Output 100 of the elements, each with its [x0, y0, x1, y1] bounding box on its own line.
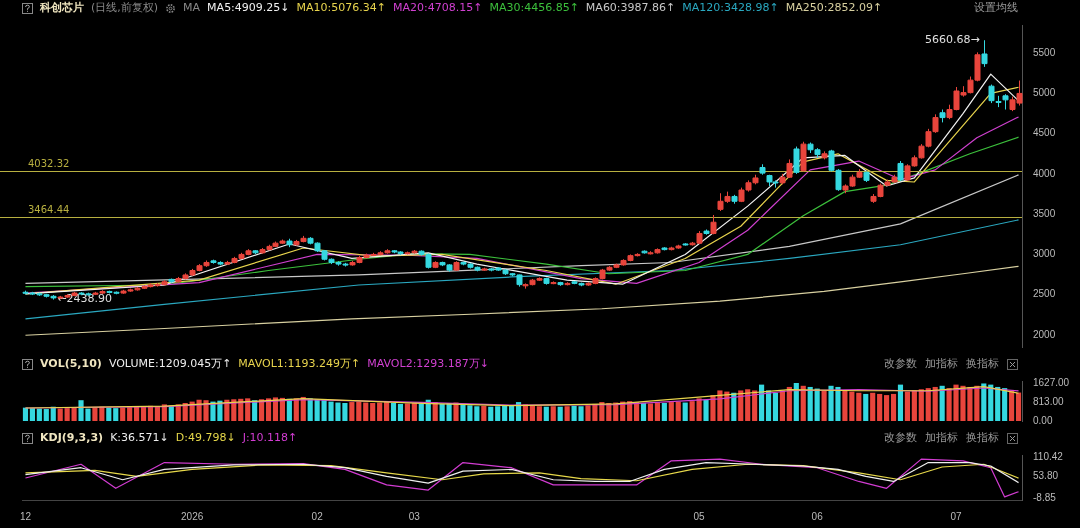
bar: [800, 385, 806, 421]
y-tick-label: -8.85: [1033, 491, 1057, 503]
bar: [509, 405, 515, 421]
bar: [113, 408, 119, 421]
bar: [911, 390, 917, 421]
candlestick: [550, 280, 557, 285]
bar: [127, 407, 133, 421]
candlestick: [703, 228, 710, 236]
bar: [29, 408, 35, 421]
bar: [370, 403, 376, 421]
x-tick-label: 2026: [181, 510, 204, 522]
bar: [474, 406, 480, 421]
bar: [515, 402, 522, 421]
bar: [543, 406, 549, 421]
text: 换指标: [966, 430, 999, 446]
bar: [390, 403, 397, 421]
y-tick-label: 4000: [1033, 167, 1056, 179]
text: MA250:2852.09↑: [785, 0, 883, 16]
candlestick: [481, 267, 488, 272]
candlestick: [731, 194, 738, 205]
bar: [536, 406, 542, 421]
bar: [765, 390, 772, 421]
bar: [64, 408, 70, 421]
bar: [529, 405, 535, 421]
chart-title: 科创芯片: [40, 0, 84, 16]
bar: [668, 402, 674, 421]
bar: [863, 393, 869, 421]
bar: [57, 408, 63, 421]
y-tick-label: 53.80: [1033, 470, 1059, 482]
candlestick: [564, 281, 571, 286]
bar: [92, 407, 98, 421]
bar: [502, 405, 508, 421]
candlestick: [641, 249, 648, 255]
candlestick: [759, 163, 766, 176]
x-tick-label: 06: [811, 510, 824, 522]
bar: [265, 398, 272, 421]
bar: [682, 402, 688, 421]
text: MA5:4909.25↓: [207, 0, 290, 16]
candlestick: [453, 260, 460, 272]
bar: [807, 386, 813, 421]
y-tick-label: 2000: [1033, 328, 1056, 340]
text: 加指标: [925, 356, 958, 372]
text: 改参数: [884, 356, 917, 372]
bar: [703, 399, 709, 421]
candlestick: [981, 39, 988, 68]
text: 改参数: [884, 430, 917, 446]
bar: [640, 403, 647, 421]
bar: [821, 390, 827, 421]
bar: [245, 398, 251, 421]
candlestick: [710, 214, 717, 235]
y-tick-label: 5000: [1033, 87, 1056, 99]
bar: [786, 386, 792, 421]
candlestick: [682, 242, 689, 247]
legend-title: MA: [183, 0, 201, 16]
bar: [71, 407, 77, 421]
x-tick-label: 12: [19, 510, 32, 522]
text: MA60:3987.86↑: [585, 0, 676, 16]
text: MA10:5076.34↑: [296, 0, 386, 16]
bar: [495, 406, 501, 421]
bar: [752, 390, 758, 421]
bar: [154, 406, 160, 421]
bar: [404, 403, 410, 421]
text: MAVOL1:1193.249万↑: [238, 356, 361, 372]
bar: [439, 403, 445, 421]
candlestick: [800, 141, 807, 173]
candlestick: [793, 146, 800, 175]
bar: [43, 409, 49, 421]
bar: [1015, 392, 1022, 421]
bar: [120, 407, 126, 421]
candlestick: [557, 281, 564, 287]
y-tick-label: 4500: [1033, 127, 1056, 139]
annotation: 5660.68→: [925, 33, 980, 47]
bar: [349, 402, 355, 421]
bar: [939, 385, 945, 421]
bar: [884, 395, 890, 421]
candlestick: [988, 84, 995, 104]
text: K:36.571↓: [110, 430, 169, 446]
bar: [904, 391, 910, 421]
bar: [384, 402, 390, 421]
bar: [654, 402, 660, 421]
bar: [988, 384, 994, 421]
bar: [550, 406, 556, 421]
chart-subtitle: (日线,前复权): [91, 0, 159, 16]
bar: [842, 390, 848, 421]
text: MAVOL2:1293.187万↓: [367, 356, 490, 372]
candlestick: [252, 249, 259, 255]
x-tick-label: 05: [693, 510, 706, 522]
y-tick-label: 1627.00: [1033, 376, 1070, 388]
bar: [661, 403, 667, 421]
annotation: ←2438.90: [57, 292, 112, 306]
x-tick-label: 03: [408, 510, 421, 522]
candlestick: [821, 150, 828, 160]
y-tick-label: 2500: [1033, 288, 1056, 300]
bar: [481, 405, 487, 421]
y-tick-label: 5500: [1033, 46, 1056, 58]
bar: [1009, 390, 1015, 421]
candlestick: [939, 109, 946, 123]
bar: [647, 403, 654, 421]
y-tick-label: 3000: [1033, 248, 1056, 260]
text: 换指标: [966, 356, 999, 372]
